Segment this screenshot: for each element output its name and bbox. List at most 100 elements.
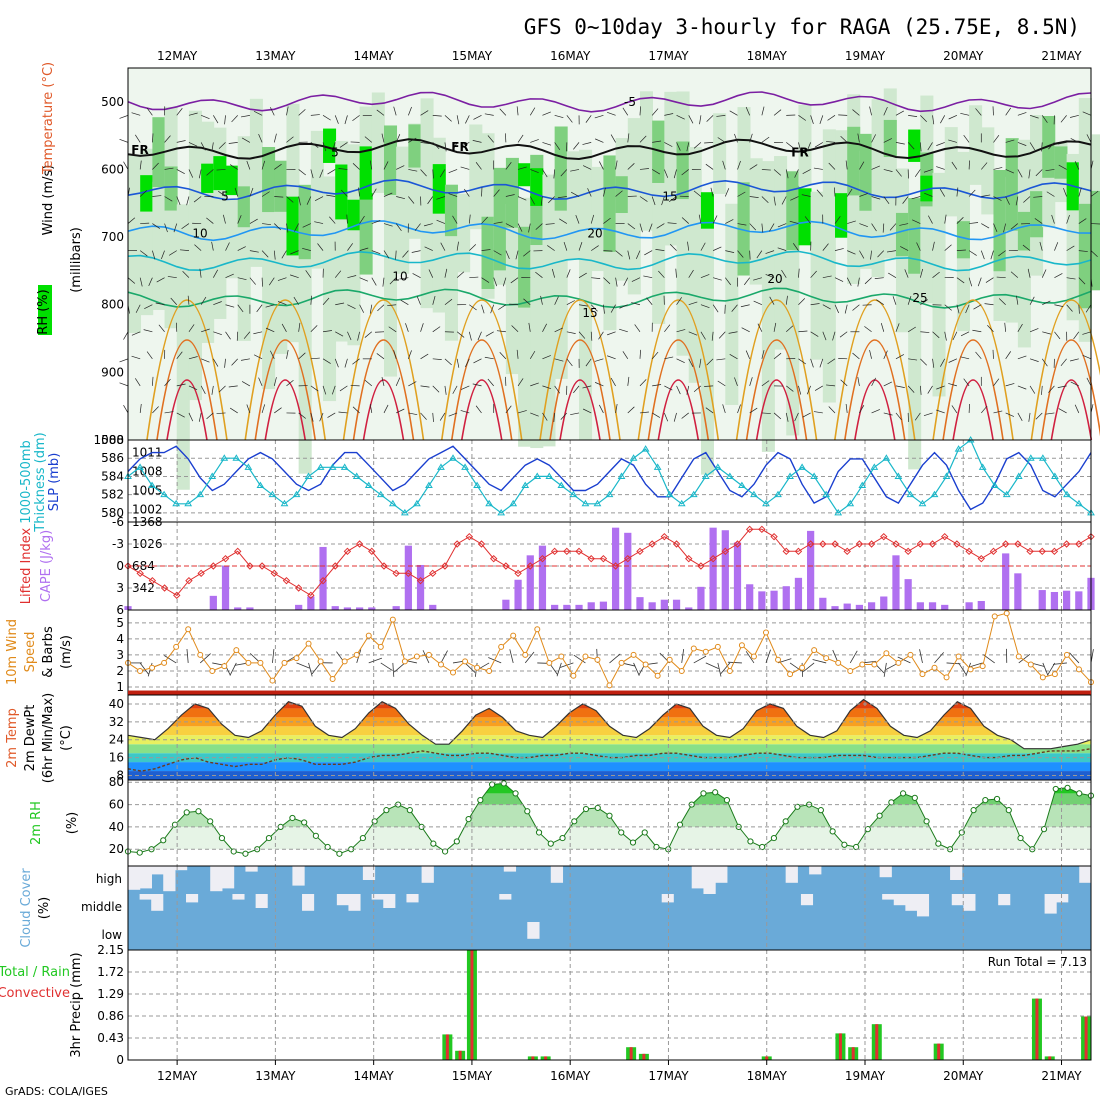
x-tick-label-top: 13MAY	[255, 49, 296, 63]
wind-barb	[761, 136, 770, 143]
wind-barb	[948, 383, 958, 387]
wind-barb	[673, 412, 677, 422]
wind-barb	[981, 194, 991, 197]
wind-barb	[472, 383, 482, 387]
wind-barb	[1082, 111, 1092, 116]
wind-barb	[164, 378, 171, 387]
wind-barb	[206, 169, 214, 176]
thickness-point	[786, 472, 794, 479]
cape-bar	[355, 607, 364, 610]
lifted-index-point	[953, 540, 961, 548]
cape-bar	[746, 584, 754, 610]
wind-barb	[722, 160, 726, 170]
wind-barb	[912, 219, 921, 224]
wind-barb	[253, 331, 263, 335]
wind-barb	[699, 358, 702, 368]
wind-barb	[798, 385, 802, 395]
wind-barb	[554, 296, 559, 305]
lifted-index-point	[550, 547, 559, 556]
cape-bar	[831, 606, 839, 610]
wind-speed-point	[510, 632, 517, 639]
thickness-point	[220, 454, 229, 461]
wind-barb	[530, 382, 539, 387]
wind-barb	[201, 115, 210, 120]
wind-barb	[463, 188, 470, 197]
wind-barb	[923, 412, 933, 417]
wind-barb	[290, 250, 299, 255]
temperature-band	[128, 744, 1091, 754]
wind-barb	[274, 407, 282, 414]
wind-barb	[871, 223, 877, 232]
wind-barb	[515, 250, 519, 260]
thickness-point	[268, 490, 277, 498]
lifted-index-point	[599, 554, 608, 563]
wind-barb	[452, 142, 458, 151]
lifted-index-point	[1075, 540, 1083, 548]
wind-barb	[187, 295, 190, 305]
wind-barb	[712, 304, 719, 313]
chart-title: GFS 0~10day 3-hourly for RAGA (25.75E, 8…	[524, 15, 1080, 39]
lifted-index-point	[672, 540, 681, 548]
wind-barb	[857, 376, 860, 386]
wind-barb	[358, 187, 360, 197]
wind-speed-point	[726, 667, 733, 674]
wind-barb	[468, 214, 471, 224]
wind-barb	[639, 135, 647, 143]
wind-speed-point	[835, 659, 842, 666]
rh-point	[723, 797, 731, 804]
wind-speed-point	[931, 664, 938, 671]
wind-speed-point	[606, 682, 613, 689]
rh-shade-light	[688, 147, 702, 383]
wind-barb	[200, 296, 207, 305]
wind-barb	[131, 331, 141, 336]
thickness-point	[545, 472, 554, 479]
wind-barb-10m	[296, 662, 310, 669]
wind-barb	[131, 355, 141, 360]
lifted-index-point	[685, 554, 693, 563]
thickness-point	[160, 490, 168, 498]
wind-barb	[481, 249, 491, 251]
wind-barb	[274, 163, 282, 170]
lifted-index-point	[209, 562, 218, 570]
wind-barb	[619, 304, 628, 309]
rh-shade-light	[969, 105, 983, 185]
cloud-cell-low	[527, 922, 540, 939]
temp-axis-label-part: 2m DewPt	[23, 705, 38, 772]
wind-barb	[529, 107, 536, 116]
lifted-index-point	[258, 562, 266, 570]
wind-barb	[473, 358, 482, 364]
wind-barb	[326, 194, 336, 197]
lifted-index-point	[136, 569, 144, 578]
cape-bar	[599, 601, 608, 610]
wind-barb-10m	[849, 650, 858, 664]
wind-barb	[1010, 271, 1019, 278]
wind-barb	[822, 243, 829, 251]
wind-barb	[639, 196, 648, 202]
cape-bar	[624, 532, 632, 610]
cloud-layer-label: high	[96, 872, 122, 886]
wind-barb	[688, 115, 694, 124]
temperature-contour-label: 5	[221, 190, 229, 204]
rh-point	[195, 808, 202, 815]
thickness-point	[148, 481, 156, 489]
wind-barb	[1035, 412, 1043, 420]
lifted-index-point	[355, 540, 364, 548]
thickness-point	[461, 463, 469, 470]
pressure-tick-label: 700	[101, 230, 124, 244]
cape-bar	[794, 577, 803, 610]
rh-shade-mid	[554, 126, 568, 211]
wind-barb	[139, 160, 142, 170]
thickness-point	[533, 472, 542, 479]
wind-barb	[813, 411, 823, 414]
wind-barb	[322, 330, 332, 333]
wind-barb	[566, 269, 571, 278]
rh2m-axis-label: 2m RH	[29, 801, 44, 845]
thickness-point	[364, 481, 373, 489]
lifted-index-point	[928, 540, 937, 548]
x-tick-label-bottom: 12MAY	[157, 1069, 198, 1083]
wind-barb	[432, 169, 434, 179]
wind-barb	[920, 268, 924, 278]
rh-tick-label: 20	[109, 842, 124, 856]
thickness-point	[340, 463, 349, 470]
wind-barb-10m	[705, 662, 719, 669]
